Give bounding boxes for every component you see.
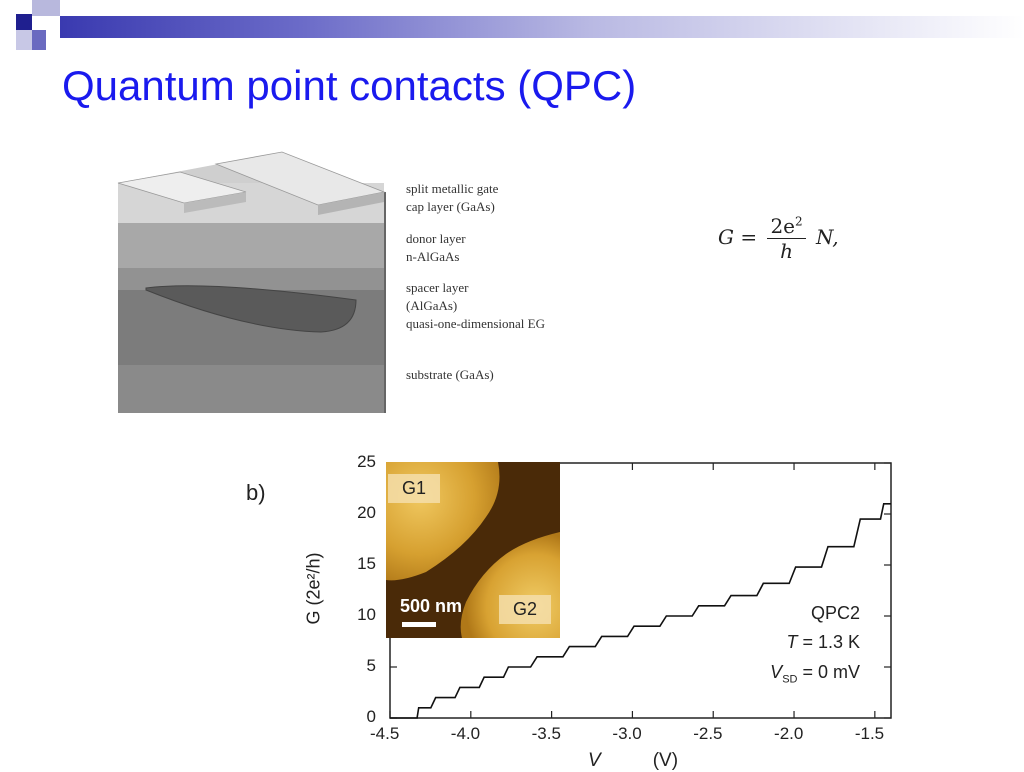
x-tick-label: -4.0 (450, 724, 481, 743)
corner-square-light (32, 0, 60, 16)
gate-label-g1: G1 (388, 474, 441, 503)
x-tick-label: -2.0 (774, 724, 804, 743)
gate-label-g2: G2 (499, 595, 552, 624)
formula-numerator-sup: 2 (795, 214, 803, 229)
y-tick-label: 10 (357, 605, 376, 624)
afm-inset-image: G1 G2 500 nm (386, 462, 560, 638)
formula-denominator: h (780, 239, 793, 263)
x-axis-label-var: V (588, 750, 601, 771)
y-tick-label: 25 (357, 452, 376, 471)
annotation-bias: VSD = 0 mV (700, 662, 860, 686)
x-tick-label: -3.0 (612, 724, 642, 743)
diagram-label-donor: donor layer (406, 231, 466, 246)
y-tick-label: 5 (366, 656, 376, 675)
diagram-label-gate: split metallic gate (406, 181, 499, 196)
corner-square-light (16, 30, 32, 50)
series-line-0 (390, 503, 891, 719)
y-tick-label: 0 (366, 707, 376, 726)
x-tick-label: -3.5 (531, 724, 561, 743)
formula-numerator: 2e (770, 214, 796, 238)
diagram-label-cap: cap layer (GaAs) (406, 199, 495, 214)
diagram-label-nalgaas: n-AlGaAs (406, 249, 460, 264)
qpc-device-diagram (117, 151, 386, 413)
panel-label: b) (246, 480, 266, 505)
diagram-label-substrate: substrate (GaAs) (406, 367, 494, 382)
annotation-temperature: T = 1.3 K (700, 632, 860, 653)
annotation-temperature-value: = 1.3 K (797, 632, 860, 652)
x-tick-label: -4.5 (370, 724, 400, 743)
conductance-formula: G = 2e2 h N, (718, 214, 839, 263)
y-tick-label: 20 (357, 503, 376, 522)
annotation-temperature-var: T (786, 632, 798, 652)
annotation-bias-sub: SD (782, 673, 798, 686)
x-axis-label: V (V) (588, 750, 678, 772)
corner-square-mid (32, 30, 46, 50)
diagram-label-spacer: spacer layer (406, 280, 469, 295)
formula-lhs: G = (718, 225, 758, 249)
corner-square-navy (16, 14, 32, 30)
x-tick-label: -2.5 (693, 724, 723, 743)
diagram-label-eg: quasi-one-dimensional EG (406, 316, 545, 331)
annotation-bias-var: V (770, 662, 783, 682)
annotation-device: QPC2 (810, 603, 860, 623)
slide-title: Quantum point contacts (QPC) (62, 62, 637, 109)
diagram-label-algaas: (AlGaAs) (406, 298, 458, 313)
scalebar (402, 622, 436, 627)
x-tick-label: -1.5 (854, 724, 885, 743)
annotation-bias-value: = 0 mV (797, 662, 860, 682)
formula-rhs: N, (816, 225, 839, 249)
formula-fraction: 2e2 h (767, 214, 806, 263)
y-tick-label: 15 (357, 554, 376, 573)
x-axis-label-unit: (V) (652, 750, 679, 771)
scalebar-label: 500 nm (400, 596, 463, 616)
header-gradient-bar (60, 16, 1024, 38)
